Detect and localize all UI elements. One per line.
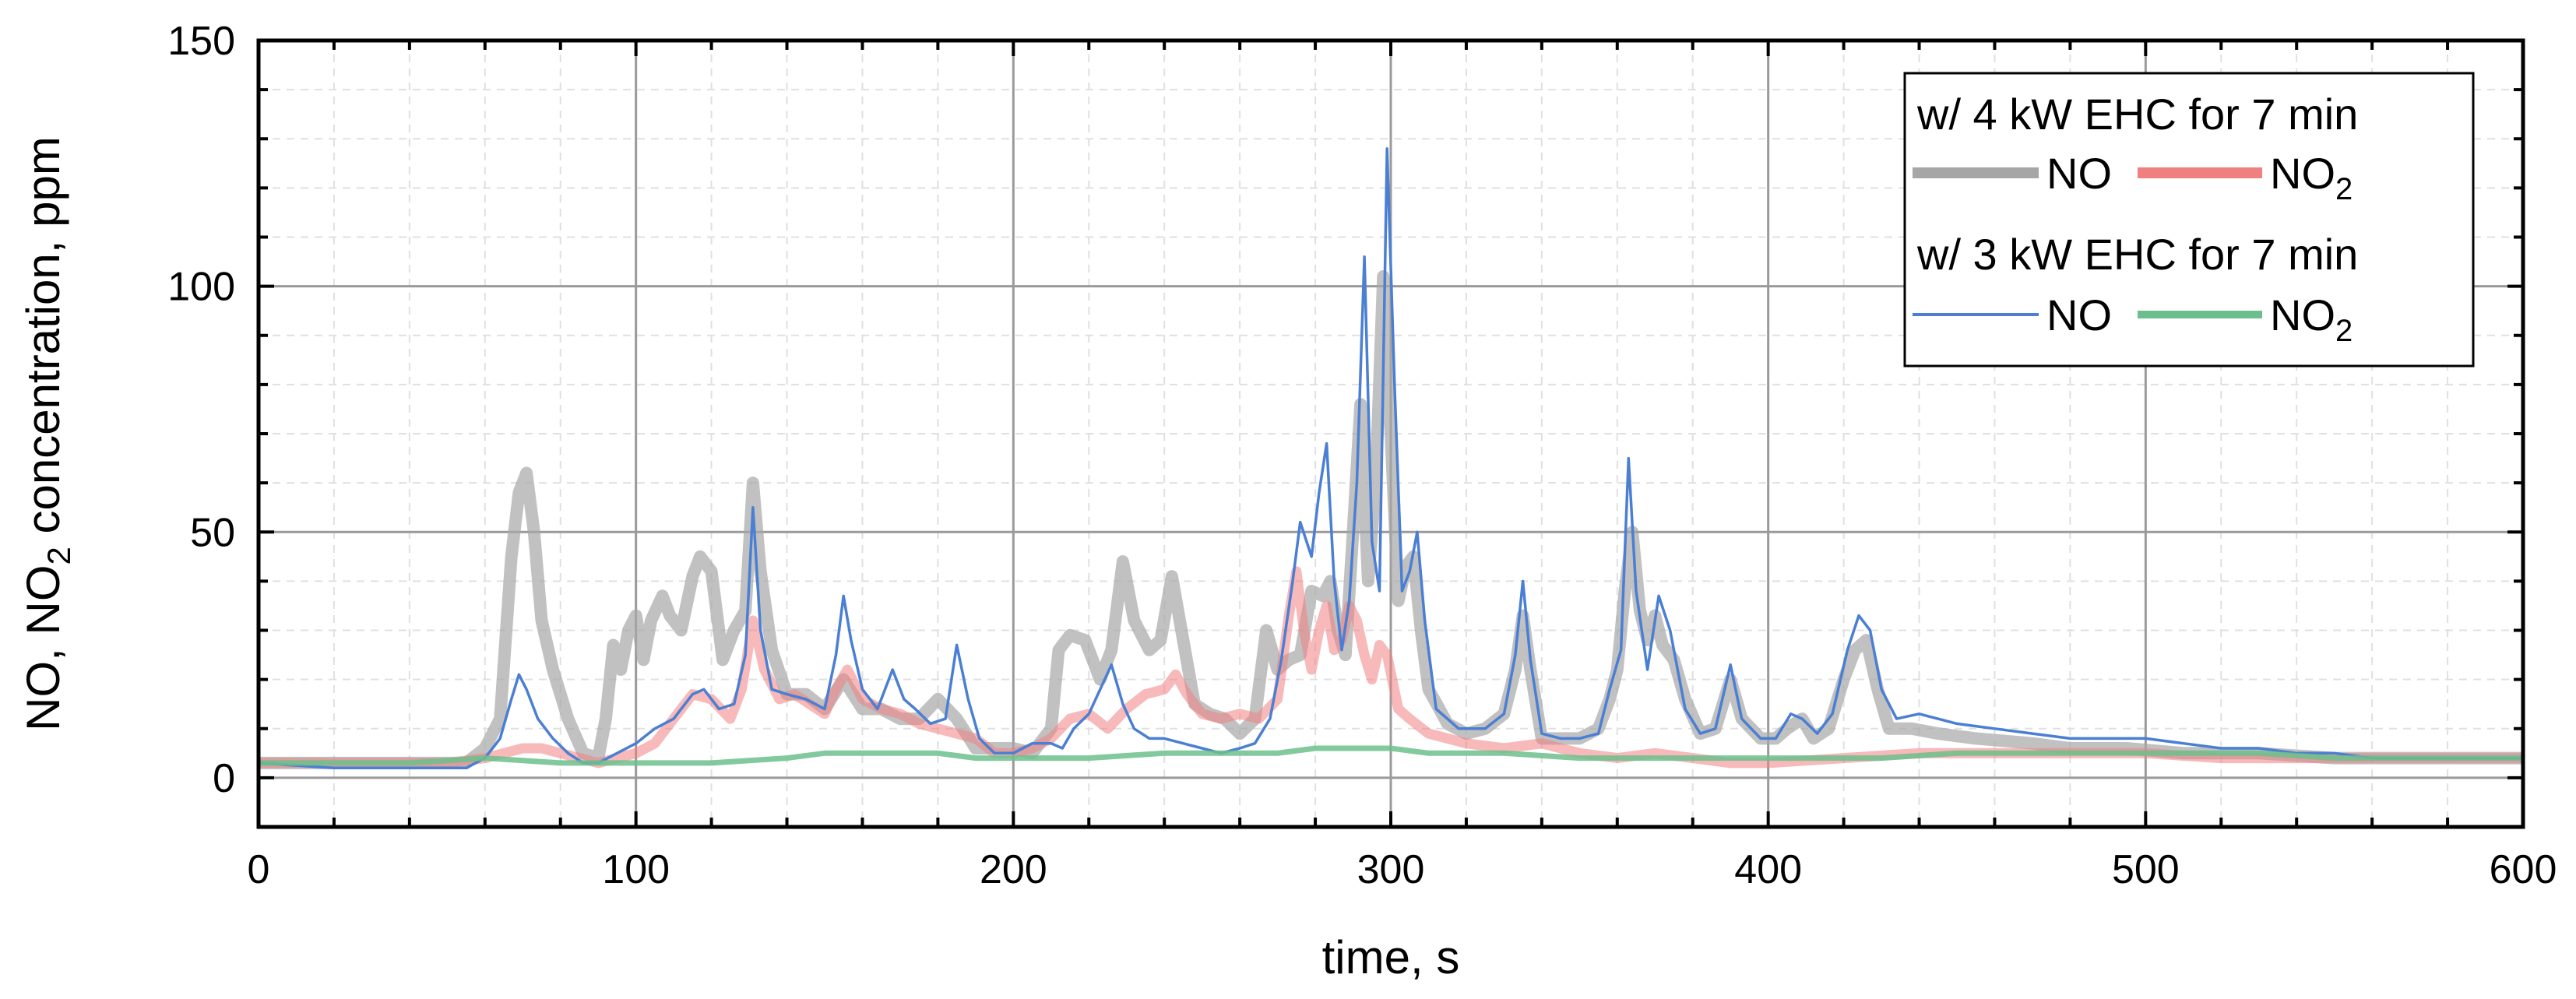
legend-label-3kw-no2: NO2 — [2270, 290, 2353, 348]
legend: w/ 4 kW EHC for 7 min NO NO2 w/ 3 kW EHC… — [1903, 72, 2475, 368]
y-tick-label: 100 — [167, 265, 235, 310]
x-tick-label: 300 — [1357, 847, 1425, 892]
y-tick-label: 0 — [213, 756, 235, 801]
x-tick-label: 500 — [2112, 847, 2180, 892]
x-tick-label: 100 — [602, 847, 670, 892]
axis-ticks — [257, 39, 2525, 828]
y-axis-title: NO, NO2 concentration, ppm — [17, 136, 77, 731]
legend-label-4kw-no: NO — [2046, 149, 2112, 198]
y-tick-labels: 0 50 100 150 — [167, 19, 235, 801]
legend-label-4kw-no2: NO2 — [2270, 149, 2353, 206]
x-tick-label: 600 — [2490, 847, 2557, 892]
y-tick-label: 150 — [167, 19, 235, 64]
legend-group-title-3kw: w/ 3 kW EHC for 7 min — [1916, 230, 2358, 279]
legend-group-title-4kw: w/ 4 kW EHC for 7 min — [1916, 90, 2358, 139]
x-tick-label: 400 — [1734, 847, 1802, 892]
series-line-no-2 — [259, 147, 2523, 770]
x-axis-title: time, s — [1322, 931, 1460, 983]
grid — [259, 40, 2523, 827]
y-tick-label: 50 — [190, 510, 235, 555]
x-tick-labels: 0 100 200 300 400 500 600 — [248, 847, 2557, 892]
x-tick-label: 0 — [248, 847, 270, 892]
series-line-no2-3 — [259, 745, 2523, 766]
x-tick-label: 200 — [980, 847, 1047, 892]
legend-label-3kw-no: NO — [2046, 290, 2112, 339]
series-lines — [259, 147, 2523, 770]
